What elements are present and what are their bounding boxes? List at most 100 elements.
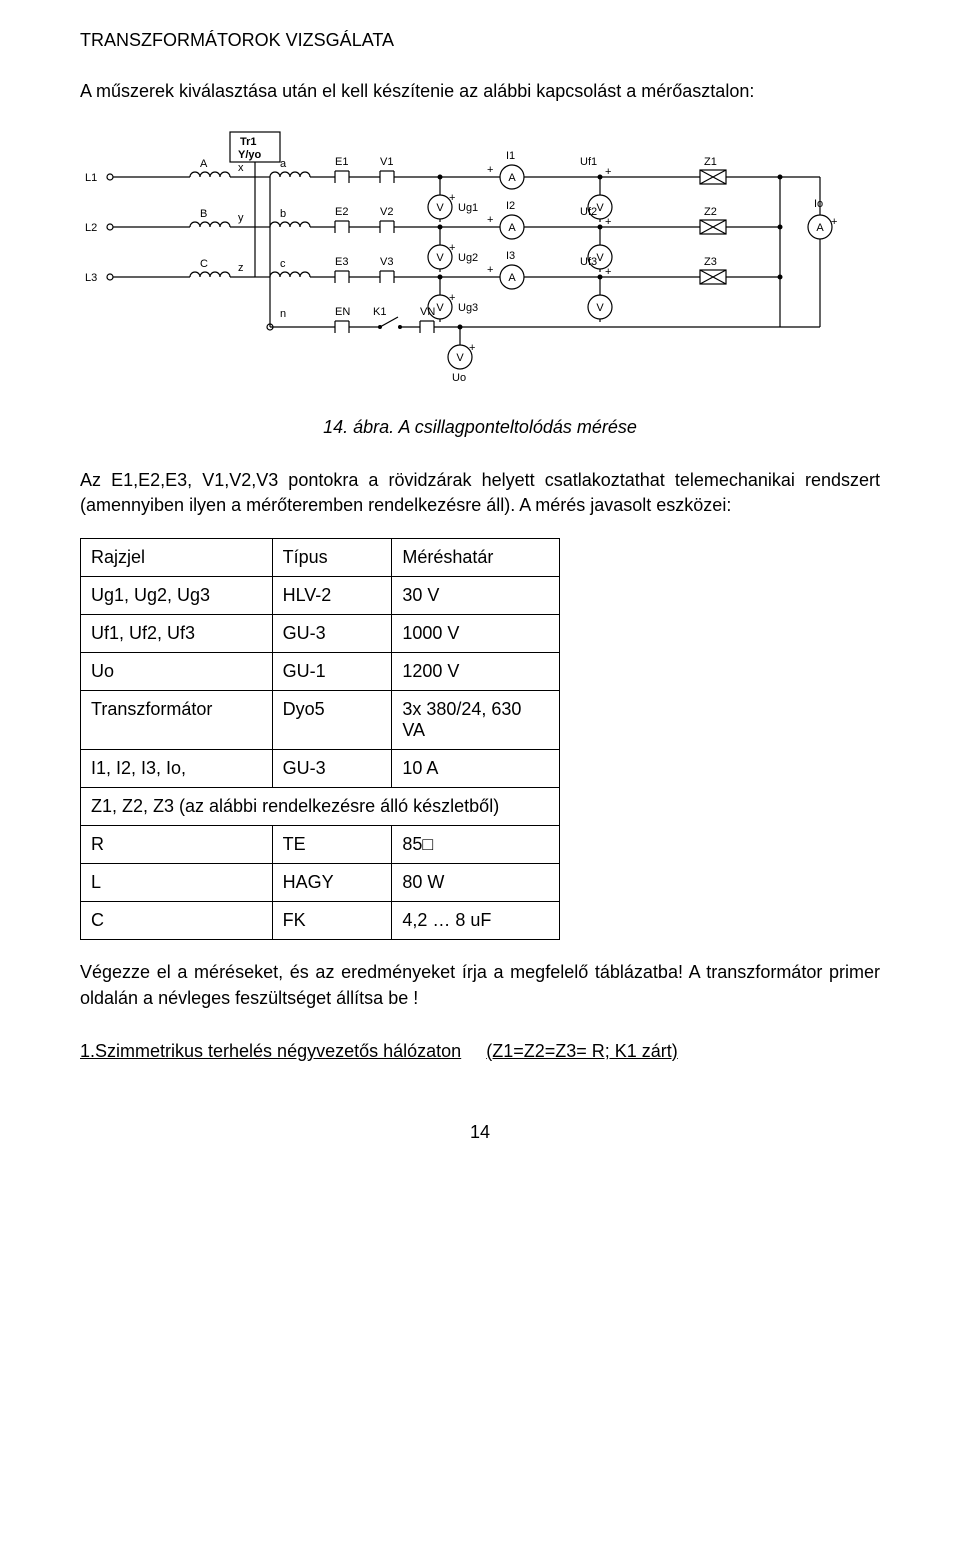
instructions-paragraph: Végezze el a méréseket, és az eredmények… (80, 960, 880, 1010)
table-cell: FK (272, 902, 392, 940)
table-header-cell: Rajzjel (81, 539, 273, 577)
svg-text:V: V (596, 252, 604, 264)
svg-text:V: V (436, 202, 444, 214)
table-cell: R (81, 826, 273, 864)
svg-text:I2: I2 (506, 200, 515, 212)
svg-text:+: + (487, 214, 493, 226)
svg-text:A: A (200, 158, 208, 170)
table-row: I1, I2, I3, Io,GU-310 A (81, 750, 560, 788)
figure-caption: 14. ábra. A csillagponteltolódás mérése (80, 417, 880, 438)
svg-text:EN: EN (335, 306, 350, 318)
section-heading-left: 1.Szimmetrikus terhelés négyvezetős háló… (80, 1041, 461, 1061)
svg-text:A: A (508, 222, 516, 234)
svg-text:V: V (596, 202, 604, 214)
svg-text:+: + (605, 216, 611, 228)
svg-text:E2: E2 (335, 206, 348, 218)
table-cell: 4,2 … 8 uF (392, 902, 560, 940)
svg-text:+: + (449, 192, 455, 204)
table-row: Uf1, Uf2, Uf3GU-31000 V (81, 615, 560, 653)
svg-text:V1: V1 (380, 156, 393, 168)
svg-text:E3: E3 (335, 256, 348, 268)
table-cell: GU-3 (272, 750, 392, 788)
table-header-cell: Típus (272, 539, 392, 577)
svg-text:Uo: Uo (452, 372, 466, 384)
svg-text:Uf1: Uf1 (580, 156, 597, 168)
table-header-cell: Méréshatár (392, 539, 560, 577)
svg-text:Z2: Z2 (704, 206, 717, 218)
table-cell: 30 V (392, 577, 560, 615)
table-cell: HLV-2 (272, 577, 392, 615)
table-row: CFK4,2 … 8 uF (81, 902, 560, 940)
svg-text:V: V (436, 252, 444, 264)
svg-text:I3: I3 (506, 250, 515, 262)
table-cell: TE (272, 826, 392, 864)
svg-text:A: A (508, 272, 516, 284)
svg-text:+: + (831, 216, 837, 228)
svg-text:z: z (238, 262, 244, 274)
svg-text:Io: Io (814, 198, 823, 210)
svg-text:n: n (280, 308, 286, 320)
page-header: TRANSZFORMÁTOROK VIZSGÁLATA (80, 30, 880, 51)
svg-text:Z3: Z3 (704, 256, 717, 268)
svg-text:+: + (449, 242, 455, 254)
table-row: UoGU-11200 V (81, 653, 560, 691)
svg-text:Uf2: Uf2 (580, 206, 597, 218)
svg-text:+: + (449, 292, 455, 304)
main-paragraph: Az E1,E2,E3, V1,V2,V3 pontokra a rövidzá… (80, 468, 880, 518)
svg-text:+: + (605, 266, 611, 278)
svg-text:V3: V3 (380, 256, 393, 268)
table-cell: Z1, Z2, Z3 (az alábbi rendelkezésre álló… (81, 788, 560, 826)
svg-text:+: + (605, 166, 611, 178)
svg-text:L2: L2 (85, 222, 97, 234)
svg-text:Ug1: Ug1 (458, 202, 478, 214)
svg-text:+: + (469, 342, 475, 354)
table-cell: 85□ (392, 826, 560, 864)
table-cell: Uo (81, 653, 273, 691)
svg-text:B: B (200, 208, 207, 220)
instruments-table: RajzjelTípusMéréshatár Ug1, Ug2, Ug3HLV-… (80, 538, 560, 940)
intro-text: A műszerek kiválasztása után el kell kés… (80, 81, 880, 102)
table-row: Z1, Z2, Z3 (az alábbi rendelkezésre álló… (81, 788, 560, 826)
table-row: LHAGY80 W (81, 864, 560, 902)
table-cell: L (81, 864, 273, 902)
svg-text:b: b (280, 208, 286, 220)
svg-text:VN: VN (420, 306, 435, 318)
svg-text:V: V (436, 302, 444, 314)
svg-text:A: A (508, 172, 516, 184)
table-cell: C (81, 902, 273, 940)
table-cell: Ug1, Ug2, Ug3 (81, 577, 273, 615)
table-cell: 1000 V (392, 615, 560, 653)
svg-text:V: V (596, 302, 604, 314)
table-cell: 80 W (392, 864, 560, 902)
svg-text:Y/yo: Y/yo (238, 149, 262, 161)
svg-text:Ug2: Ug2 (458, 252, 478, 264)
svg-text:y: y (238, 212, 244, 224)
svg-text:Z1: Z1 (704, 156, 717, 168)
svg-text:Ug3: Ug3 (458, 302, 478, 314)
table-row: RTE85□ (81, 826, 560, 864)
svg-text:C: C (200, 258, 208, 270)
svg-text:V2: V2 (380, 206, 393, 218)
svg-text:L1: L1 (85, 172, 97, 184)
svg-text:+: + (487, 264, 493, 276)
table-cell: Transzformátor (81, 691, 273, 750)
circuit-figure: Tr1Y/yoL1AxaE1V1V+Ug1+AI1+VUf1Z1L2BybE2V… (80, 122, 880, 397)
svg-text:A: A (816, 222, 824, 234)
svg-text:+: + (487, 164, 493, 176)
section-heading-right: (Z1=Z2=Z3= R; K1 zárt) (486, 1041, 678, 1061)
svg-text:I1: I1 (506, 150, 515, 162)
svg-text:L3: L3 (85, 272, 97, 284)
table-row: Ug1, Ug2, Ug3HLV-230 V (81, 577, 560, 615)
table-cell: Dyo5 (272, 691, 392, 750)
table-cell: I1, I2, I3, Io, (81, 750, 273, 788)
table-cell: Uf1, Uf2, Uf3 (81, 615, 273, 653)
svg-text:V: V (456, 352, 464, 364)
table-cell: HAGY (272, 864, 392, 902)
table-cell: 10 A (392, 750, 560, 788)
svg-text:x: x (238, 162, 244, 174)
svg-text:K1: K1 (373, 306, 386, 318)
svg-text:c: c (280, 258, 286, 270)
svg-text:a: a (280, 158, 287, 170)
table-row: TranszformátorDyo53x 380/24, 630 VA (81, 691, 560, 750)
table-cell: GU-1 (272, 653, 392, 691)
